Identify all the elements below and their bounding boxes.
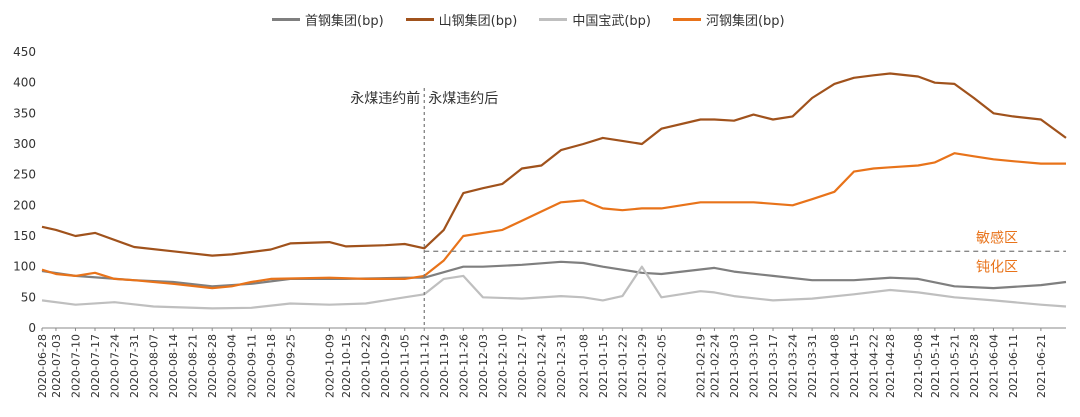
y-tick-label: 400 [13,76,36,90]
sensitive-zone-label: 敏感区 [976,229,1018,246]
x-tick-label: 2020-12-24 [535,334,548,398]
x-tick-label: 2020-08-28 [206,334,219,398]
y-tick-label: 50 [21,290,36,304]
x-tick-label: 2020-12-10 [496,334,509,398]
x-tick-label: 2020-11-05 [399,334,412,398]
x-tick-label: 2021-04-22 [867,334,880,398]
x-tick-label: 2020-12-03 [477,334,490,398]
x-tick-label: 2020-12-31 [555,334,568,398]
legend-swatch-shougang [272,18,300,21]
x-tick-label: 2020-12-17 [516,334,529,398]
legend-item-shangang: 山钢集团(bp) [405,10,518,29]
legend: 首钢集团(bp) 山钢集团(bp) 中国宝武(bp) 河钢集团(bp) [272,10,807,29]
series-line-2 [41,265,1067,310]
legend-label-hegang: 河钢集团(bp) [705,14,785,29]
x-tick-label: 2021-02-24 [708,334,721,398]
y-tick-label: 200 [13,198,36,212]
series-line-1 [41,72,1067,257]
y-tick-label: 350 [13,106,36,120]
x-tick-label: 2020-10-29 [379,334,392,398]
legend-label-shougang: 首钢集团(bp) [305,14,384,29]
series-line-0 [41,260,1067,290]
x-tick-label: 2021-05-28 [968,334,981,398]
x-tick-label: 2021-01-29 [636,334,649,398]
x-tick-label: 2020-10-15 [340,334,353,398]
x-tick-label: 2021-02-19 [694,334,707,398]
x-tick-label: 2020-11-12 [418,334,431,398]
x-tick-label: 2021-03-31 [806,334,819,398]
x-tick-label: 2020-07-24 [109,334,122,398]
x-tick-label: 2020-06-28 [36,334,49,398]
x-tick-label: 2021-04-15 [848,334,861,398]
legend-swatch-hegang [672,18,701,21]
x-tick-label: 2020-09-18 [265,334,278,398]
x-tick-label: 2021-04-28 [884,334,897,398]
x-tick-label: 2020-11-19 [438,334,451,398]
y-tick-label: 150 [13,229,36,243]
y-tick-label: 0 [28,321,36,335]
x-tick-label: 2020-07-10 [69,334,82,398]
x-tick-label: 2020-08-14 [167,334,180,398]
x-tick-label: 2020-10-09 [323,334,336,398]
legend-swatch-baowu [539,18,568,21]
x-tick-label: 2021-06-21 [1035,334,1048,398]
x-tick-label: 2020-09-11 [245,334,258,398]
x-tick-label: 2021-06-04 [987,334,1000,398]
x-tick-label: 2020-11-26 [457,334,470,398]
x-tick-label: 2020-07-31 [128,334,141,398]
y-tick-label: 450 [13,45,36,59]
x-tick-label: 2020-09-04 [226,334,239,398]
x-tick-label: 2020-07-03 [50,334,63,398]
x-tick-label: 2021-03-03 [728,334,741,398]
passive-zone-label: 钝化区 [976,259,1018,275]
x-tick-label: 2021-05-14 [929,334,942,398]
x-tick-label: 2021-01-08 [577,334,590,398]
legend-item-shougang: 首钢集团(bp) [272,10,384,29]
y-tick-label: 250 [13,168,36,182]
y-tick-label: 100 [13,260,36,274]
y-tick-label: 300 [13,137,36,151]
after-label: 永煤违约后 [428,91,498,107]
series-layer [41,72,1067,310]
x-tick-label: 2021-01-15 [597,334,610,398]
before-label: 永煤违约前 [350,90,420,107]
legend-swatch-shangang [405,18,434,21]
x-tick-label: 2020-09-25 [284,334,297,398]
legend-item-hegang: 河钢集团(bp) [672,10,785,29]
x-tick-label: 2020-08-07 [148,334,161,398]
x-tick-label: 2020-07-17 [89,334,102,398]
x-tick-label: 2021-04-08 [828,334,841,398]
x-tick-label: 2020-08-21 [187,334,200,398]
legend-label-baowu: 中国宝武(bp) [572,14,651,29]
x-tick-label: 2021-03-24 [787,334,800,398]
legend-item-baowu: 中国宝武(bp) [539,10,651,29]
x-tick-label: 2021-05-08 [912,334,925,398]
legend-label-shangang: 山钢集团(bp) [438,14,518,29]
x-tick-label: 2021-03-17 [767,334,780,398]
x-tick-label: 2021-01-22 [616,334,629,398]
x-tick-label: 2021-06-11 [1007,334,1020,398]
x-tick-label: 2021-02-05 [655,334,668,398]
series-line-3 [41,152,1066,290]
x-tick-label: 2021-03-10 [747,334,760,398]
x-tick-label: 2021-05-21 [948,334,961,398]
x-tick-label: 2020-10-22 [360,334,373,398]
